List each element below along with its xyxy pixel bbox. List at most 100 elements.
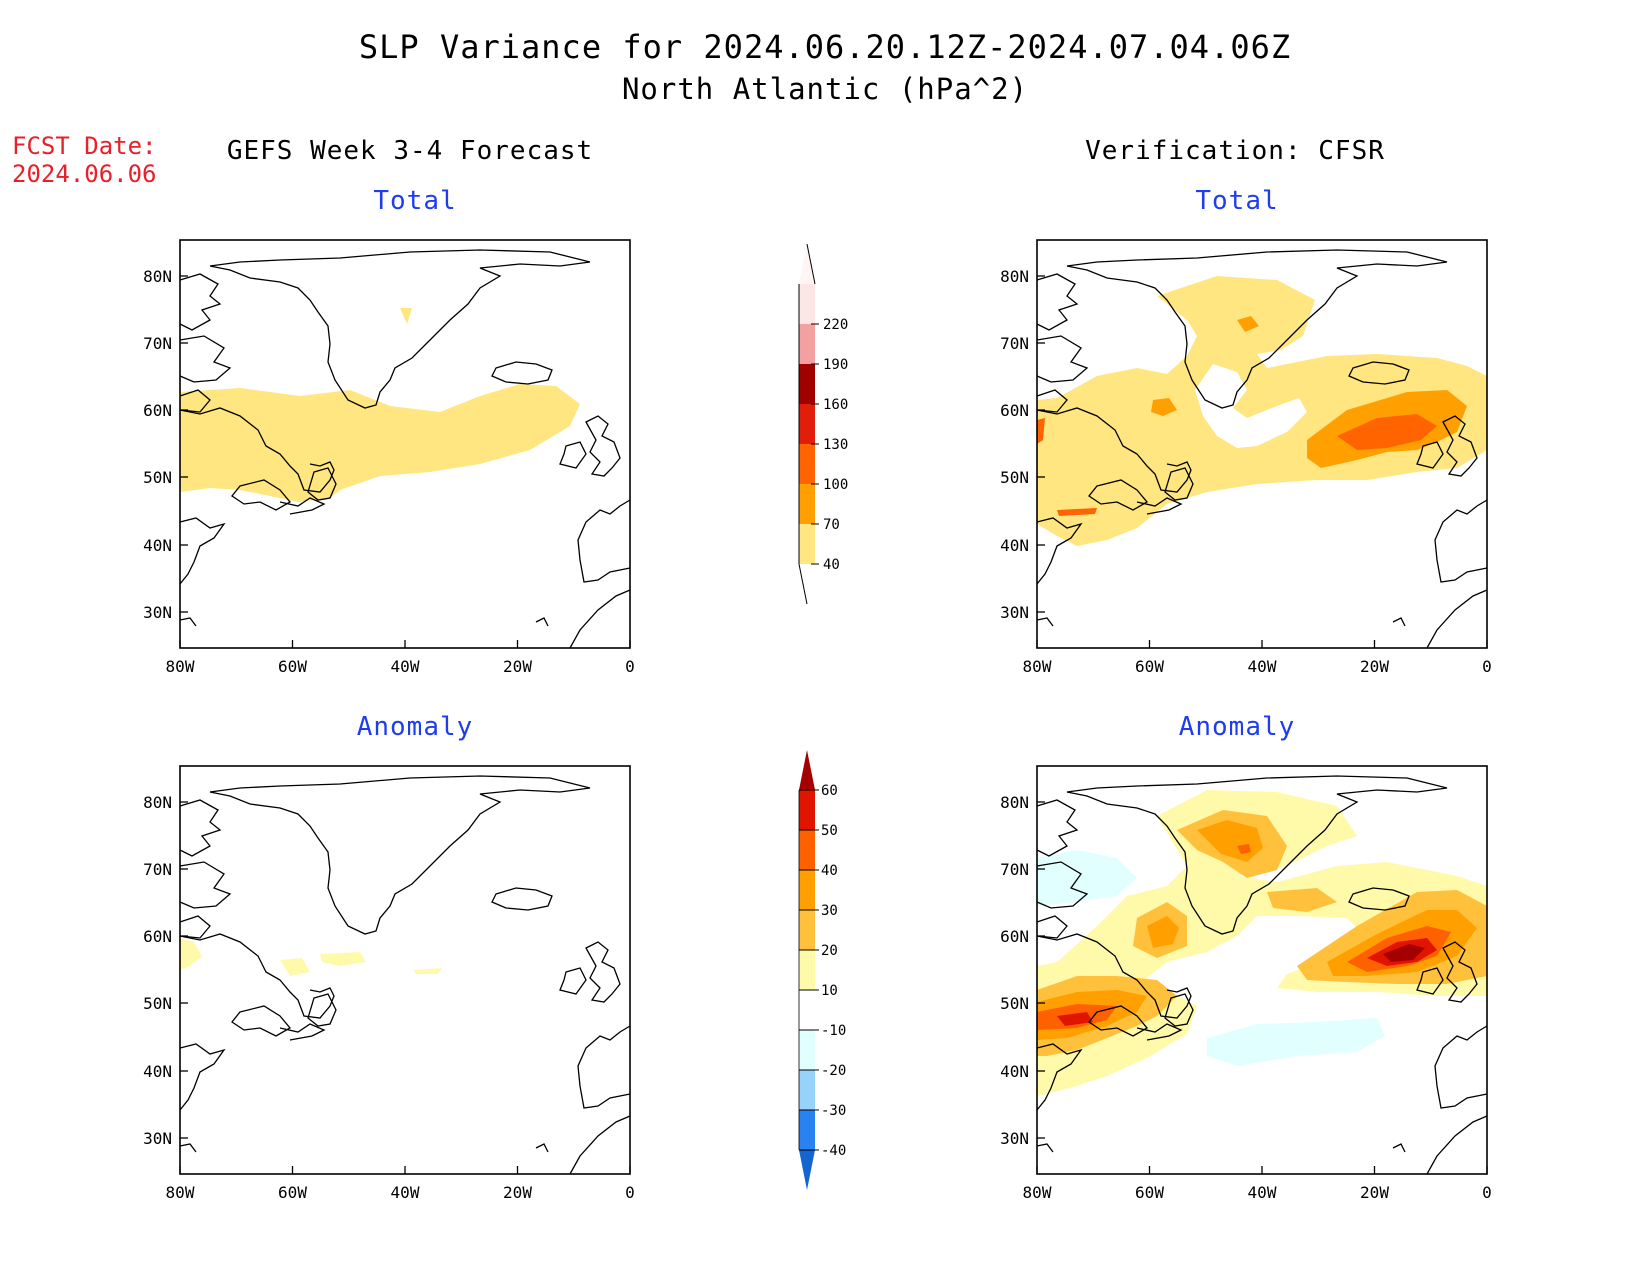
colorbar-anomaly-label: 10 xyxy=(821,983,838,999)
colorbar-total-segment xyxy=(799,524,815,564)
colorbar-total-segment xyxy=(799,284,815,324)
x-tick-label-top-right: 60W xyxy=(1135,657,1164,676)
colorbar-anomaly: -40 -30 -20 -10 10 20 30 40 50 60 xyxy=(798,750,846,1190)
y-tick-label-top-right: 60N xyxy=(1000,401,1029,420)
colorbar-anomaly-label: -40 xyxy=(821,1143,846,1159)
x-tick-label-bottom-left: 0 xyxy=(625,1183,635,1202)
colorbar-anomaly-segment xyxy=(799,870,815,910)
y-tick-label-bottom-left: 30N xyxy=(143,1129,172,1148)
x-tick-label-top-left: 60W xyxy=(278,657,307,676)
x-tick-label-bottom-right: 20W xyxy=(1360,1183,1389,1202)
shading-verification-total xyxy=(1037,276,1487,546)
colorbar-total-label: 130 xyxy=(823,437,848,453)
shading-forecast-total xyxy=(180,308,580,502)
panel-forecast-total xyxy=(179,239,631,649)
colorbar-total-segment xyxy=(799,324,815,364)
colorbar-anomaly-segment xyxy=(799,1070,815,1110)
axes-layer: 80W 60W 40W 20W 0 80N 70N 60N 50N 40N 30N 80W 60W 40W… xyxy=(143,267,1492,1202)
colorbar-total-label: 70 xyxy=(823,517,840,533)
y-tick-label-bottom-left: 70N xyxy=(143,860,172,879)
x-tick-label-bottom-left: 20W xyxy=(503,1183,532,1202)
colorbar-anomaly-segment xyxy=(799,1030,815,1070)
x-tick-label-bottom-left: 60W xyxy=(278,1183,307,1202)
y-tick-label-top-left: 50N xyxy=(143,468,172,487)
y-tick-label-bottom-left: 80N xyxy=(143,793,172,812)
colorbar-total-label: 220 xyxy=(823,317,848,333)
y-tick-label-bottom-right: 40N xyxy=(1000,1062,1029,1081)
x-tick-label-top-right: 40W xyxy=(1248,657,1277,676)
panel-title-top-left: Total xyxy=(373,186,457,216)
fcst-date-value: 2024.06.06 xyxy=(12,160,157,188)
y-tick-label-top-left: 30N xyxy=(143,603,172,622)
y-tick-label-top-left: 60N xyxy=(143,401,172,420)
colorbar-anomaly-segment xyxy=(799,1110,815,1150)
y-tick-label-bottom-right: 30N xyxy=(1000,1129,1029,1148)
y-tick-label-bottom-right: 60N xyxy=(1000,927,1029,946)
colorbar-anomaly-segment xyxy=(799,910,815,950)
colorbar-anomaly-label: 50 xyxy=(821,823,838,839)
y-tick-label-bottom-right: 80N xyxy=(1000,793,1029,812)
y-tick-label-bottom-right: 70N xyxy=(1000,860,1029,879)
x-tick-label-top-left: 80W xyxy=(166,657,195,676)
x-tick-label-bottom-right: 40W xyxy=(1248,1183,1277,1202)
y-tick-label-top-left: 70N xyxy=(143,334,172,353)
colorbar-total-label: 100 xyxy=(823,477,848,493)
colorbar-anomaly-top-arrow xyxy=(799,750,815,790)
colorbar-total-label: 190 xyxy=(823,357,848,373)
fcst-date-label: FCST Date: xyxy=(12,132,157,160)
panel-forecast-anomaly xyxy=(179,765,631,1175)
y-tick-label-top-right: 30N xyxy=(1000,603,1029,622)
y-tick-label-bottom-left: 50N xyxy=(143,994,172,1013)
shading-forecast-anomaly xyxy=(180,938,442,976)
y-tick-label-top-right: 40N xyxy=(1000,536,1029,555)
x-tick-label-top-right: 80W xyxy=(1023,657,1052,676)
x-tick-label-top-right: 0 xyxy=(1482,657,1492,676)
y-tick-label-bottom-left: 40N xyxy=(143,1062,172,1081)
y-tick-label-bottom-left: 60N xyxy=(143,927,172,946)
x-tick-label-top-left: 40W xyxy=(391,657,420,676)
colorbar-anomaly-label: 30 xyxy=(821,903,838,919)
panel-verification-anomaly xyxy=(1036,765,1488,1175)
right-column-title: Verification: CFSR xyxy=(1085,136,1385,166)
x-tick-label-bottom-left: 40W xyxy=(391,1183,420,1202)
y-tick-label-top-right: 50N xyxy=(1000,468,1029,487)
colorbar-total-label: 40 xyxy=(823,557,840,573)
x-tick-label-bottom-right: 0 xyxy=(1482,1183,1492,1202)
panel-title-bottom-right: Anomaly xyxy=(1178,712,1296,742)
y-tick-label-top-right: 80N xyxy=(1000,267,1029,286)
colorbar-anomaly-label: 40 xyxy=(821,863,838,879)
colorbar-total: 40 70 100 130 160 190 220 xyxy=(799,243,848,604)
colorbar-total-label: 160 xyxy=(823,397,848,413)
y-tick-label-top-left: 80N xyxy=(143,267,172,286)
x-tick-label-top-left: 20W xyxy=(503,657,532,676)
x-tick-label-top-left: 0 xyxy=(625,657,635,676)
colorbar-anomaly-segment xyxy=(799,990,815,1030)
main-title: SLP Variance for 2024.06.20.12Z-2024.07.… xyxy=(358,28,1292,66)
panel-title-bottom-left: Anomaly xyxy=(356,712,474,742)
colorbar-anomaly-segment xyxy=(799,790,815,830)
colorbar-total-segment xyxy=(799,484,815,524)
y-tick-label-top-left: 40N xyxy=(143,536,172,555)
x-tick-label-bottom-right: 80W xyxy=(1023,1183,1052,1202)
colorbar-total-segment xyxy=(799,364,815,404)
left-column-title: GEFS Week 3-4 Forecast xyxy=(226,136,594,166)
y-tick-label-top-right: 70N xyxy=(1000,334,1029,353)
colorbar-anomaly-segment xyxy=(799,830,815,870)
colorbar-anomaly-label: 60 xyxy=(821,783,838,799)
colorbar-anomaly-segment xyxy=(799,950,815,990)
colorbar-anomaly-label: -20 xyxy=(821,1063,846,1079)
y-tick-label-bottom-right: 50N xyxy=(1000,994,1029,1013)
x-tick-label-top-right: 20W xyxy=(1360,657,1389,676)
x-tick-label-bottom-left: 80W xyxy=(166,1183,195,1202)
colorbar-total-top-arrow xyxy=(799,244,815,284)
colorbar-anomaly-label: 20 xyxy=(821,943,838,959)
panel-verification-total xyxy=(1036,239,1488,649)
main-subtitle: North Atlantic (hPa^2) xyxy=(621,72,1029,106)
x-tick-label-bottom-right: 60W xyxy=(1135,1183,1164,1202)
colorbar-total-bottom-arrow xyxy=(799,564,815,604)
colorbar-anomaly-bottom-arrow xyxy=(799,1150,815,1190)
colorbar-total-segment xyxy=(799,444,815,484)
shading-verification-anomaly xyxy=(1037,790,1487,1096)
panel-title-top-right: Total xyxy=(1195,186,1279,216)
